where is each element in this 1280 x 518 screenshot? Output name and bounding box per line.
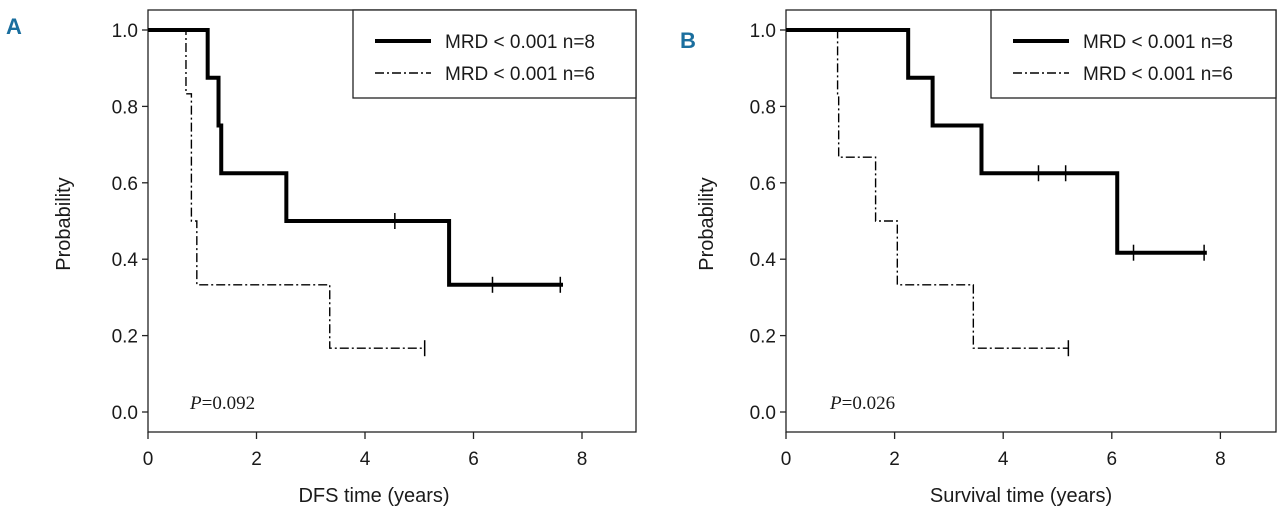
x-tick-label: 2 — [251, 449, 262, 470]
y-tick-label: 0.2 — [750, 327, 776, 348]
y-tick-label: 1.0 — [750, 21, 776, 42]
series-line-solid — [786, 28, 1207, 255]
legend-label: MRD < 0.001 n=6 — [445, 64, 595, 85]
y-tick-label: 0.8 — [112, 97, 138, 118]
x-axis-label: Survival time (years) — [930, 485, 1112, 507]
y-tick-label: 0.4 — [112, 250, 139, 271]
x-tick-label: 8 — [577, 449, 588, 470]
y-tick-label: 0.0 — [750, 403, 776, 424]
p-value-number: =0.026 — [842, 393, 895, 414]
legend-box — [352, 9, 637, 99]
y-tick-label: 0.2 — [112, 327, 138, 348]
x-tick-label: 8 — [1215, 449, 1226, 470]
y-tick-label: 0.4 — [750, 250, 777, 271]
y-axis-label: Probability — [696, 177, 718, 270]
x-tick-label: 6 — [468, 449, 479, 470]
x-tick-label: 4 — [998, 449, 1009, 470]
legend-label: MRD < 0.001 n=8 — [1083, 32, 1233, 53]
panel-b: B 0.0 0.2 0.4 0.6 0.8 1.0 0 2 4 6 8 Survival time (y… — [680, 9, 1277, 507]
series-line-dashdot — [786, 29, 1069, 349]
x-tick-label: 4 — [360, 449, 371, 470]
y-tick-label: 1.0 — [112, 21, 138, 42]
x-tick-label: 6 — [1107, 449, 1118, 470]
y-axis-label: Probability — [53, 177, 75, 270]
legend-label: MRD < 0.001 n=6 — [1083, 64, 1233, 85]
y-tick-label: 0.0 — [112, 403, 138, 424]
x-tick-label: 2 — [889, 449, 900, 470]
x-axis-label: DFS time (years) — [298, 485, 449, 507]
legend: MRD < 0.001 n=8 MRD < 0.001 n=6 — [990, 9, 1277, 99]
series-line-solid — [148, 28, 564, 287]
y-tick-label: 0.8 — [750, 97, 776, 118]
p-value: P=0.092 — [189, 393, 255, 414]
legend: MRD < 0.001 n=8 MRD < 0.001 n=6 — [352, 9, 637, 99]
panel-letter: A — [6, 14, 22, 39]
p-value-symbol: P — [189, 393, 202, 414]
p-value: P=0.026 — [829, 393, 895, 414]
legend-label: MRD < 0.001 n=8 — [445, 32, 595, 53]
y-tick-label: 0.6 — [112, 174, 138, 195]
y-tick-label: 0.6 — [750, 174, 776, 195]
series-line-dashdot — [148, 29, 425, 349]
legend-box — [990, 9, 1277, 99]
x-tick-label: 0 — [143, 449, 154, 470]
panel-letter: B — [680, 28, 696, 53]
p-value-number: =0.092 — [202, 393, 255, 414]
p-value-symbol: P — [829, 393, 842, 414]
x-tick-label: 0 — [781, 449, 792, 470]
panel-a: A 0.0 0.2 0.4 0.6 0.8 1.0 0 2 4 6 8 DFS time (years)… — [6, 9, 637, 507]
